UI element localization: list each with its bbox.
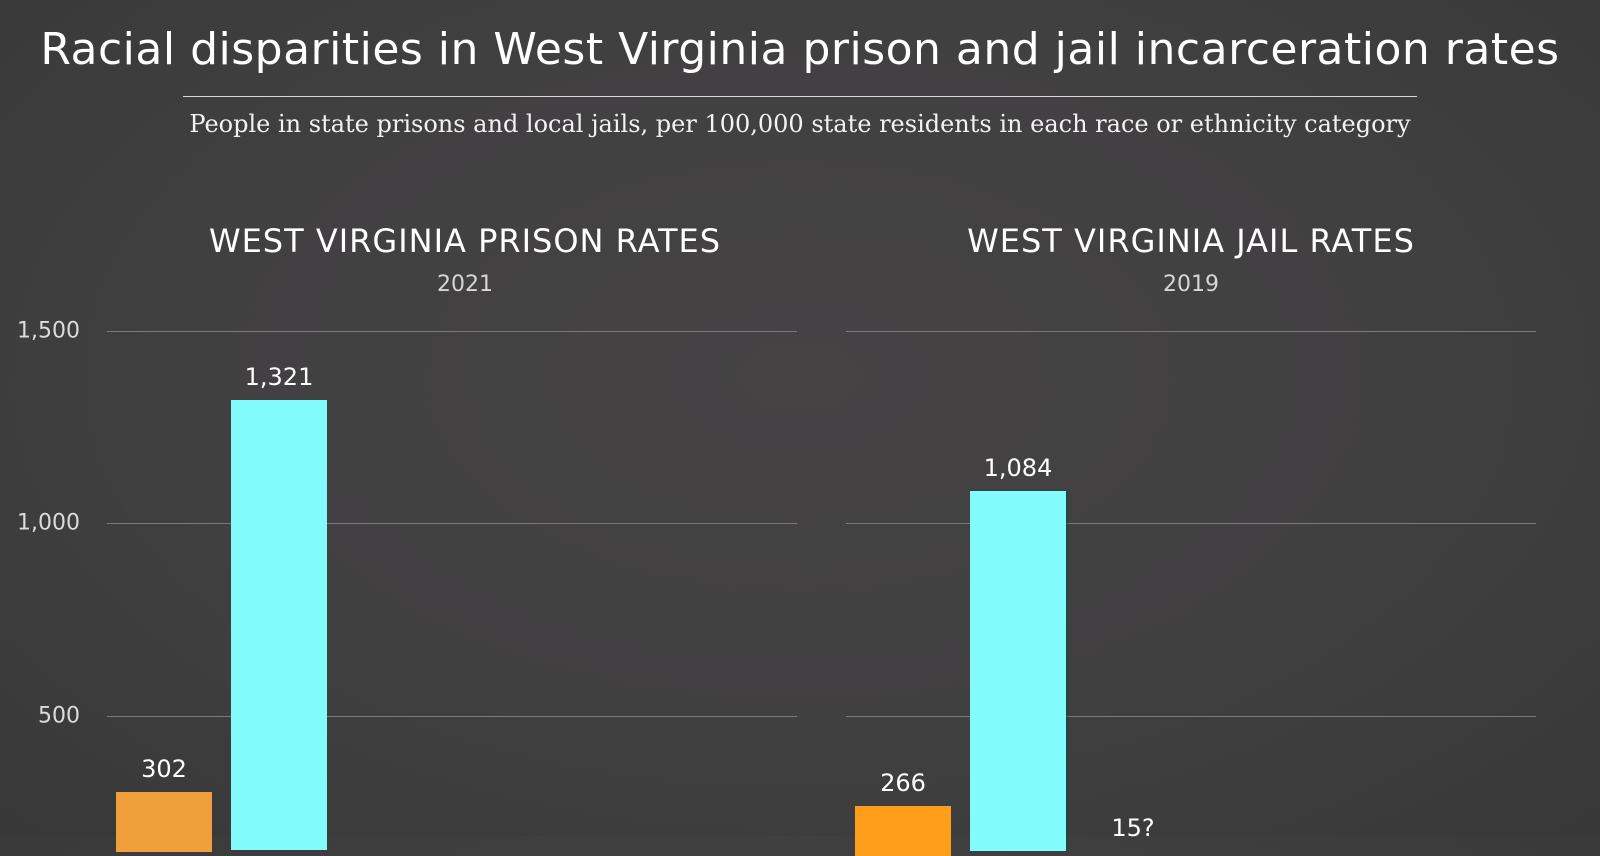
prison-bar-cyan: [231, 400, 327, 850]
chart-title: Racial disparities in West Virginia pris…: [40, 24, 1560, 75]
gridline-1500: [846, 331, 1536, 332]
jail-panel-title: WEST VIRGINIA JAIL RATES: [967, 222, 1415, 260]
y-tick-1500: 1,500: [17, 318, 80, 344]
bar-value-label: 266: [880, 769, 926, 797]
jail-bar-orange: [855, 806, 951, 856]
gridline-1000: [846, 523, 1536, 524]
title-divider: [183, 96, 1417, 97]
bar-value-label: 1,084: [983, 454, 1053, 482]
prison-panel-year: 2021: [437, 272, 493, 297]
bar-value-label: 302: [141, 755, 187, 783]
gridline-1000: [107, 523, 797, 524]
gridline-1500: [107, 331, 797, 332]
bar-value-label-partial: 15?: [1111, 814, 1155, 842]
jail-bar-cyan: [970, 491, 1066, 851]
prison-rates-panel: WEST VIRGINIA PRISON RATES 2021 1,500 1,…: [17, 222, 797, 852]
prison-panel-title: WEST VIRGINIA PRISON RATES: [208, 222, 722, 260]
gridline-500: [107, 716, 797, 717]
jail-panel-year: 2019: [1163, 272, 1219, 297]
bar-value-label: 1,321: [244, 363, 314, 391]
y-tick-1000: 1,000: [17, 510, 80, 536]
gridline-500: [846, 716, 1536, 717]
y-tick-500: 500: [38, 703, 80, 729]
jail-rates-panel: WEST VIRGINIA JAIL RATES 2019 266 1,084 …: [846, 222, 1536, 856]
chart-subtitle: People in state prisons and local jails,…: [189, 110, 1411, 138]
